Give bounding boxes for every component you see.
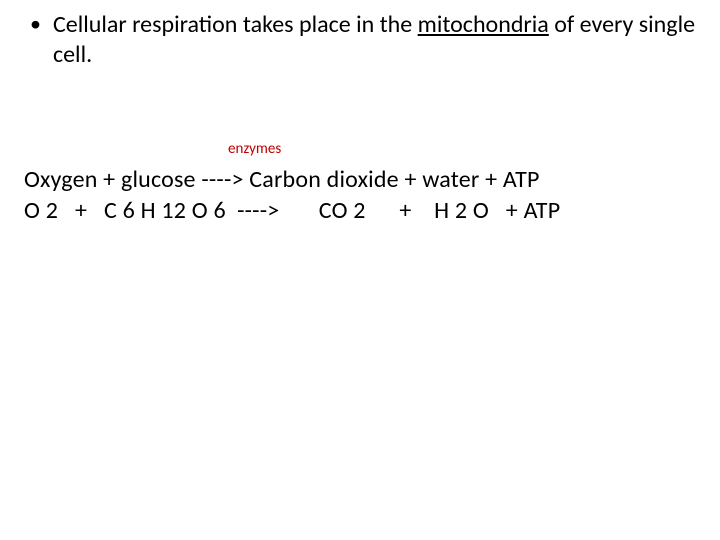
- equation-block: Oxygen + glucose ----> Carbon dioxide + …: [24, 164, 702, 226]
- bullet-text: Cellular respiration takes place in the …: [53, 10, 702, 70]
- slide-container: • Cellular respiration takes place in th…: [0, 0, 720, 540]
- bullet-marker: •: [30, 10, 41, 39]
- equation-formula-line: O 2 + C 6 H 12 O 6 ----> CO 2 + H 2 O + …: [24, 195, 702, 226]
- bullet-item: • Cellular respiration takes place in th…: [18, 10, 702, 70]
- bullet-text-underlined: mitochondria: [418, 10, 549, 39]
- bullet-text-pre: Cellular respiration takes place in the: [53, 10, 418, 39]
- equation-word-line: Oxygen + glucose ----> Carbon dioxide + …: [24, 164, 702, 195]
- enzymes-label: enzymes: [228, 140, 702, 158]
